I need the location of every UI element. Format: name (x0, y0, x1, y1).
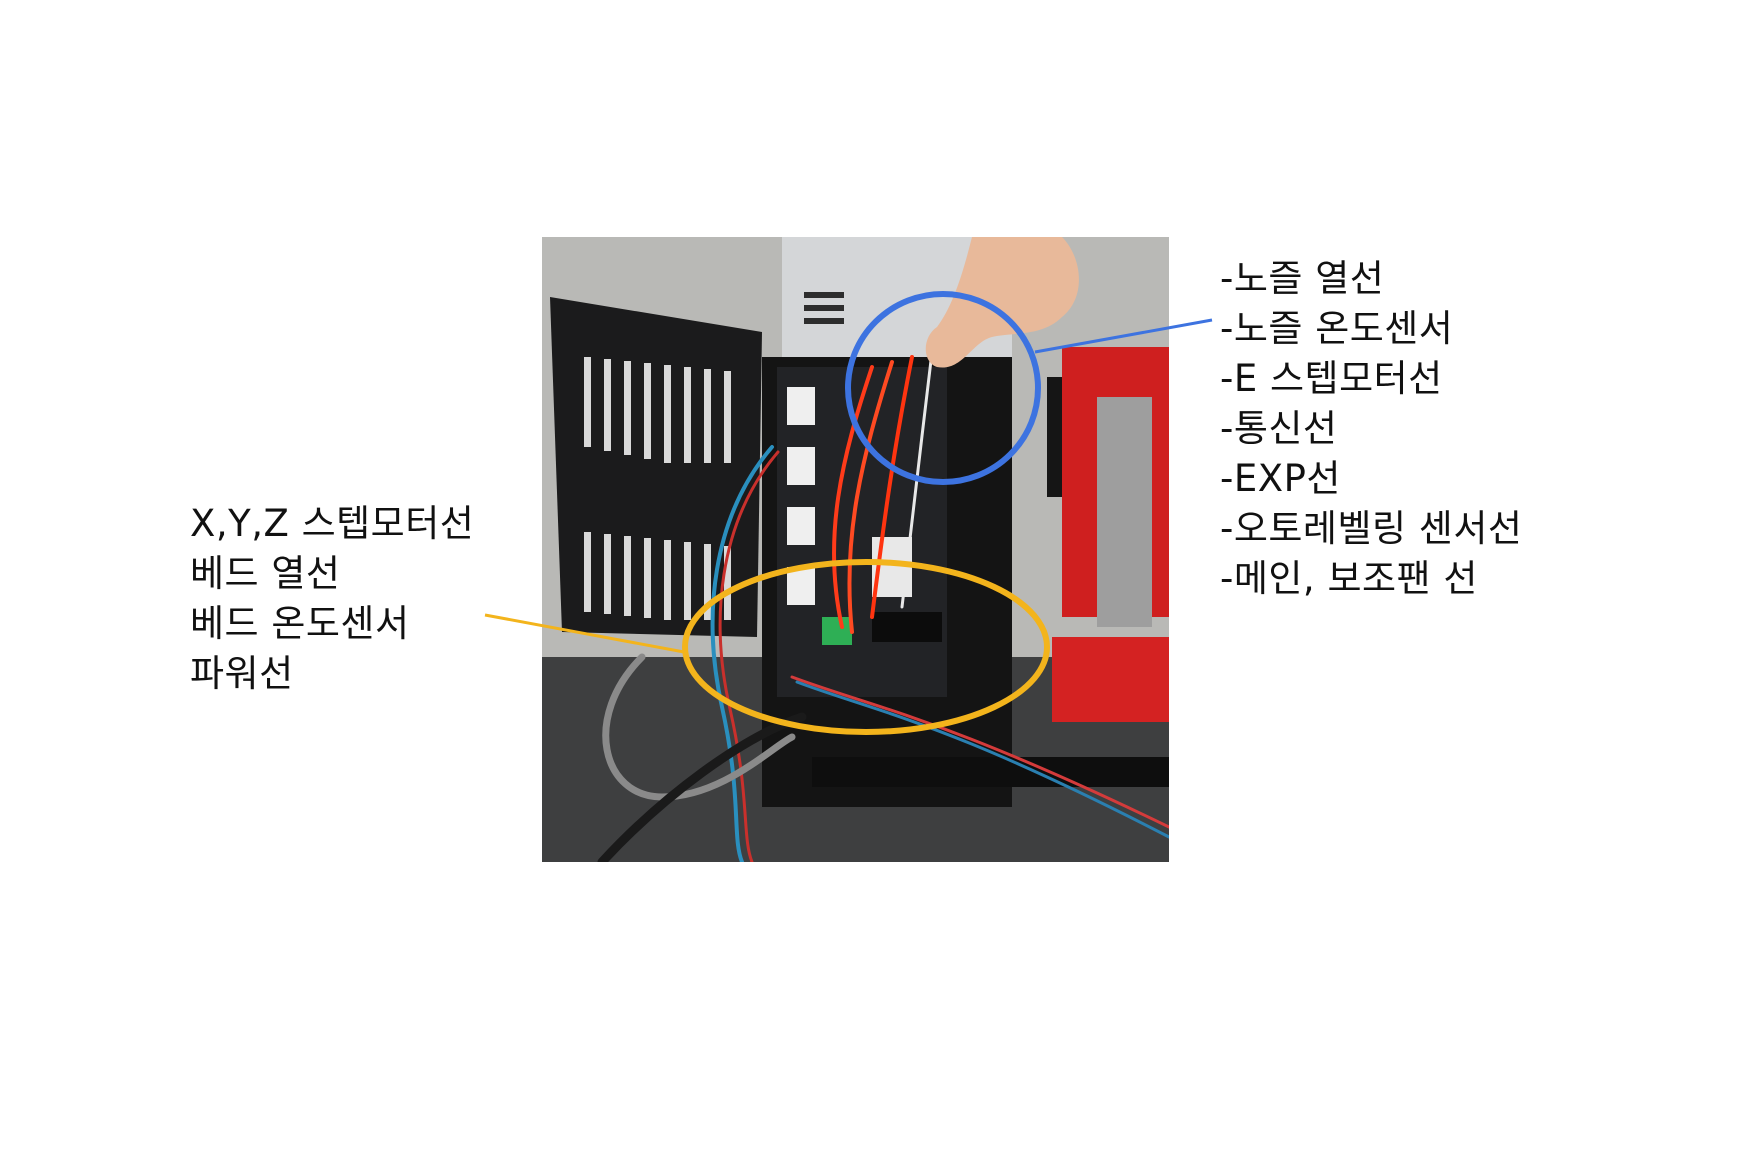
left-label-stepper-xyz: X,Y,Z 스텝모터선 (190, 502, 475, 545)
orange-pointer-line (484, 613, 685, 654)
left-label-bed-temp-sensor: 베드 온도센서 (190, 602, 410, 645)
left-label-list: X,Y,Z 스텝모터선 베드 열선 베드 온도센서 파워선 (190, 499, 474, 699)
printer-board-photo (542, 237, 1169, 862)
right-label-exp: -EXP선 (1220, 457, 1341, 500)
right-label-fans: -메인, 보조팬 선 (1220, 557, 1478, 600)
right-label-communication: -통신선 (1220, 407, 1338, 450)
left-label-power: 파워선 (190, 652, 294, 695)
blue-highlight-circle (845, 291, 1041, 485)
left-label-bed-heater: 베드 열선 (190, 552, 341, 595)
right-label-autolevel-sensor: -오토레벨링 센서선 (1220, 507, 1523, 550)
blue-pointer-line (1034, 318, 1213, 354)
orange-highlight-circle (682, 559, 1050, 735)
right-label-nozzle-temp-sensor: -노즐 온도센서 (1220, 307, 1454, 350)
right-label-nozzle-heater: -노즐 열선 (1220, 257, 1385, 300)
right-label-list: -노즐 열선 -노즐 온도센서 -E 스텝모터선 -통신선 -EXP선 -오토레… (1220, 254, 1522, 604)
right-label-e-stepper: -E 스텝모터선 (1220, 357, 1443, 400)
